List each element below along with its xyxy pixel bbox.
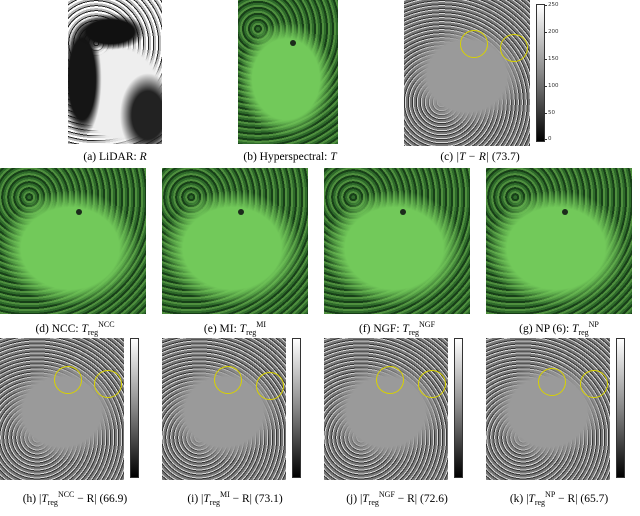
colorbar xyxy=(292,338,301,478)
highlight-circle xyxy=(460,30,488,58)
colorbar xyxy=(536,4,545,142)
caption-f: (f) NGF: TregNGF xyxy=(358,320,436,338)
registered-image-ngf xyxy=(324,168,470,314)
colorbar xyxy=(130,338,139,478)
caption-k: (k) |TregNP − R| (65.7) xyxy=(509,490,609,508)
registered-image-mi xyxy=(162,168,308,314)
difference-image-k xyxy=(486,338,610,480)
highlight-circle xyxy=(256,372,284,400)
caption-j: (j) |TregNGF − R| (72.6) xyxy=(346,490,448,508)
caption-c: (c) |T − R| (73.7) xyxy=(440,151,520,163)
caption-d: (d) NCC: TregNCC xyxy=(35,320,115,338)
registered-image-ncc xyxy=(0,168,146,314)
colorbar-tick: 50 xyxy=(544,110,555,116)
lidar-image xyxy=(68,0,162,144)
hyperspectral-image xyxy=(238,0,338,144)
difference-image-j xyxy=(324,338,448,480)
difference-image-h xyxy=(0,338,124,480)
colorbar-tick: 150 xyxy=(544,56,559,62)
caption-i: (i) |TregMI − R| (73.1) xyxy=(187,490,283,508)
colorbar-tick: 100 xyxy=(544,83,559,89)
highlight-circle xyxy=(418,370,446,398)
highlight-circle xyxy=(376,366,404,394)
colorbar-tick: 250 xyxy=(544,2,559,8)
highlight-circle xyxy=(214,366,242,394)
caption-a: (a) LiDAR: R xyxy=(83,151,147,163)
colorbar-tick: 0 xyxy=(544,136,552,142)
highlight-circle xyxy=(580,370,608,398)
highlight-circle xyxy=(500,34,528,62)
caption-g: (g) NP (6): TregNP xyxy=(519,320,599,338)
caption-h: (h) |TregNCC − R| (66.9) xyxy=(22,490,128,508)
colorbar xyxy=(454,338,463,478)
colorbar-tick: 200 xyxy=(544,29,559,35)
highlight-circle xyxy=(54,366,82,394)
colorbar xyxy=(616,338,625,478)
highlight-circle xyxy=(538,368,566,396)
difference-image-i xyxy=(162,338,286,480)
registered-image-np xyxy=(486,168,632,314)
highlight-circle xyxy=(94,370,122,398)
difference-image-c xyxy=(404,0,530,146)
caption-e: (e) MI: TregMI xyxy=(203,320,267,338)
caption-b: (b) Hyperspectral: T xyxy=(243,151,337,163)
